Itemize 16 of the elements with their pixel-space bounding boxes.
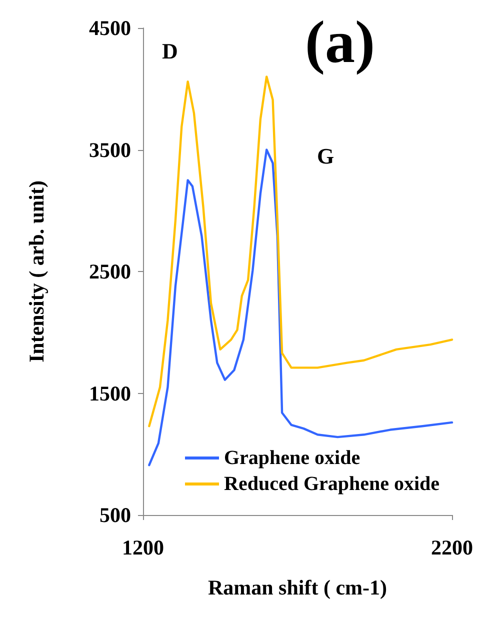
y-tick-label: 4500 <box>89 16 131 40</box>
annotation: D <box>162 38 178 64</box>
annotation: (a) <box>305 9 375 75</box>
x-axis-title: Raman shift ( cm-1) <box>208 576 388 600</box>
line-series <box>148 148 454 466</box>
y-tick-label: 2500 <box>89 260 131 284</box>
y-tick-label: 500 <box>100 503 131 527</box>
y-tick-label: 3500 <box>89 138 131 162</box>
y-axis-title: Intensity ( arb. unit) <box>24 180 48 363</box>
legend-label: Graphene oxide <box>224 447 360 469</box>
x-tick-label: 1200 <box>122 536 164 560</box>
annotation: G <box>317 144 334 168</box>
legend-label: Reduced Graphene oxide <box>224 473 440 495</box>
x-tick-label: 2200 <box>431 536 473 560</box>
y-tick-label: 1500 <box>89 381 131 406</box>
line-series <box>148 76 454 428</box>
